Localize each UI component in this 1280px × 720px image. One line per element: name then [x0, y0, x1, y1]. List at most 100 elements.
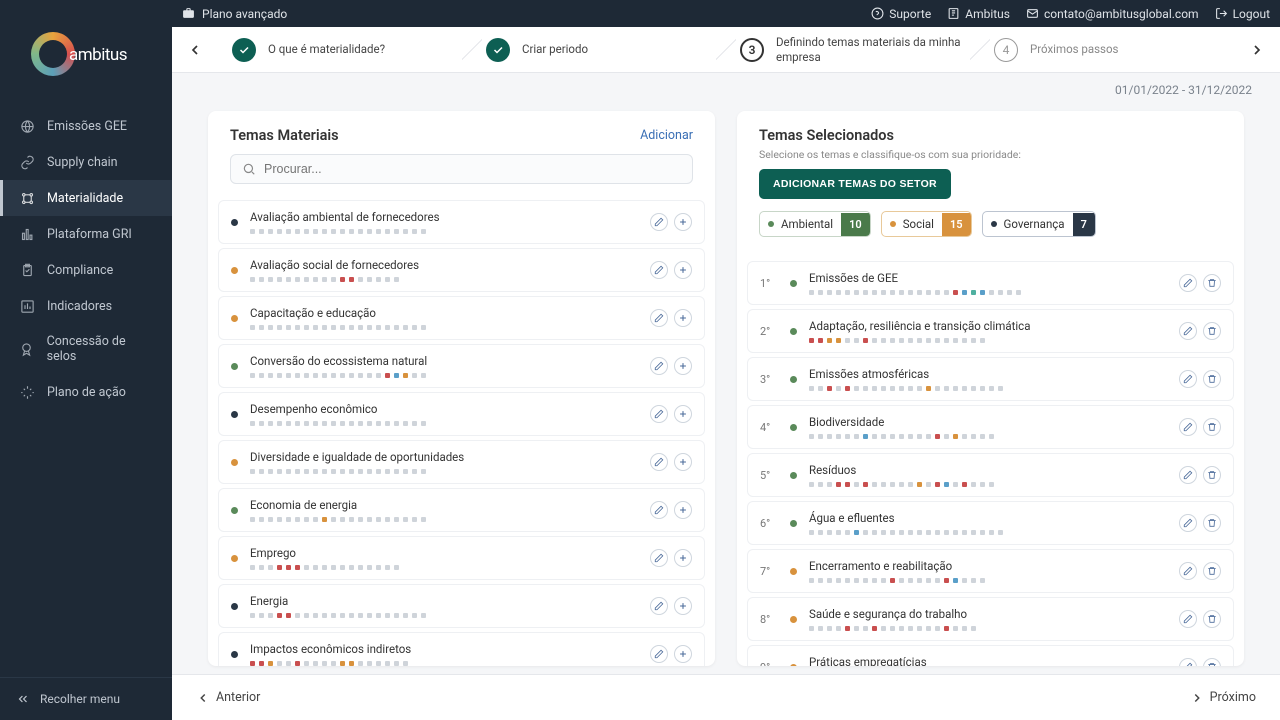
delete-icon[interactable]	[1203, 466, 1221, 484]
delete-icon[interactable]	[1203, 610, 1221, 628]
theme-item[interactable]: Avaliação social de fornecedores	[218, 248, 705, 292]
rank: 6°	[760, 517, 778, 530]
nav-item-plataforma-gri[interactable]: Plataforma GRI	[0, 216, 172, 252]
delete-icon[interactable]	[1203, 658, 1221, 666]
edit-icon[interactable]	[650, 261, 668, 279]
add-icon[interactable]	[674, 405, 692, 423]
nav-item-materialidade[interactable]: Materialidade	[0, 180, 172, 216]
edit-icon[interactable]	[1179, 370, 1197, 388]
email-link[interactable]: contato@ambitusglobal.com	[1026, 7, 1199, 21]
collapse-menu[interactable]: Recolher menu	[0, 677, 172, 720]
theme-item[interactable]: Avaliação ambiental de fornecedores	[218, 200, 705, 244]
theme-item[interactable]: 3°Emissões atmosféricas	[747, 357, 1234, 401]
edit-icon[interactable]	[650, 213, 668, 231]
theme-item[interactable]: Economia de energia	[218, 488, 705, 532]
edit-icon[interactable]	[1179, 562, 1197, 580]
step[interactable]: Criar periodo	[472, 35, 726, 64]
edit-icon[interactable]	[650, 405, 668, 423]
theme-item[interactable]: 8°Saúde e segurança do trabalho	[747, 597, 1234, 641]
nav-item-compliance[interactable]: Compliance	[0, 252, 172, 288]
edit-icon[interactable]	[1179, 322, 1197, 340]
brand-link[interactable]: Ambitus	[947, 7, 1010, 21]
edit-icon[interactable]	[1179, 514, 1197, 532]
delete-icon[interactable]	[1203, 418, 1221, 436]
add-sector-themes-button[interactable]: ADICIONAR TEMAS DO SETOR	[759, 169, 951, 199]
add-icon[interactable]	[674, 549, 692, 567]
theme-item[interactable]: 5°Resíduos	[747, 453, 1234, 497]
nav-item-indicadores[interactable]: Indicadores	[0, 288, 172, 324]
theme-item[interactable]: Impactos econômicos indiretos	[218, 632, 705, 666]
add-icon[interactable]	[674, 309, 692, 327]
badge-icon	[19, 341, 35, 357]
edit-icon[interactable]	[650, 453, 668, 471]
search-input-wrap[interactable]	[230, 154, 693, 184]
theme-item[interactable]: 9°Práticas empregatícias	[747, 645, 1234, 666]
add-icon[interactable]	[674, 597, 692, 615]
nav-label: Materialidade	[47, 191, 123, 206]
theme-item[interactable]: Conversão do ecossistema natural	[218, 344, 705, 388]
theme-item[interactable]: Energia	[218, 584, 705, 628]
add-icon[interactable]	[674, 261, 692, 279]
add-icon[interactable]	[674, 357, 692, 375]
delete-icon[interactable]	[1203, 322, 1221, 340]
theme-item[interactable]: Emprego	[218, 536, 705, 580]
add-icon[interactable]	[674, 645, 692, 663]
edit-icon[interactable]	[650, 309, 668, 327]
add-icon[interactable]	[674, 501, 692, 519]
support-link[interactable]: Suporte	[871, 7, 931, 21]
edit-icon[interactable]	[1179, 658, 1197, 666]
category-soc[interactable]: Social15	[881, 211, 972, 237]
search-input[interactable]	[264, 162, 681, 176]
edit-icon[interactable]	[650, 597, 668, 615]
type-dot-icon	[790, 664, 797, 667]
nav-item-emissões-gee[interactable]: Emissões GEE	[0, 108, 172, 144]
edit-icon[interactable]	[650, 549, 668, 567]
delete-icon[interactable]	[1203, 514, 1221, 532]
indicator-dots	[809, 626, 1167, 631]
step[interactable]: 4Próximos passos	[980, 35, 1234, 64]
category-gov[interactable]: Governança7	[982, 211, 1096, 237]
stepper: O que é materialidade?Criar periodo3Defi…	[172, 27, 1280, 73]
indicator-dots	[250, 565, 638, 570]
delete-icon[interactable]	[1203, 370, 1221, 388]
add-theme-link[interactable]: Adicionar	[640, 128, 693, 143]
footer-prev-button[interactable]: Anterior	[196, 690, 260, 705]
nav-item-concessão-de-selos[interactable]: Concessão de selos	[0, 324, 172, 374]
theme-item[interactable]: 4°Biodiversidade	[747, 405, 1234, 449]
theme-item[interactable]: Capacitação e educação	[218, 296, 705, 340]
edit-icon[interactable]	[1179, 466, 1197, 484]
delete-icon[interactable]	[1203, 274, 1221, 292]
theme-item[interactable]: 7°Encerramento e reabilitação	[747, 549, 1234, 593]
stepper-prev[interactable]	[172, 42, 218, 58]
type-dot-icon	[231, 219, 238, 226]
nav-item-plano-de-ação[interactable]: Plano de ação	[0, 374, 172, 410]
edit-icon[interactable]	[1179, 274, 1197, 292]
add-icon[interactable]	[674, 213, 692, 231]
nav-item-supply-chain[interactable]: Supply chain	[0, 144, 172, 180]
step[interactable]: 3Definindo temas materiais da minha empr…	[726, 35, 980, 64]
theme-title: Emissões atmosféricas	[809, 367, 1167, 381]
stepper-next[interactable]	[1234, 42, 1280, 58]
theme-item[interactable]: Diversidade e igualdade de oportunidades	[218, 440, 705, 484]
edit-icon[interactable]	[650, 501, 668, 519]
indicator-dots	[809, 530, 1167, 535]
add-icon[interactable]	[674, 453, 692, 471]
logout-link[interactable]: Logout	[1215, 7, 1270, 21]
edit-icon[interactable]	[1179, 610, 1197, 628]
theme-item[interactable]: 6°Água e efluentes	[747, 501, 1234, 545]
edit-icon[interactable]	[1179, 418, 1197, 436]
logo-text: ambitus	[69, 45, 127, 65]
sidebar: ambitus Emissões GEESupply chain Material…	[0, 0, 172, 720]
delete-icon[interactable]	[1203, 562, 1221, 580]
theme-title: Economia de energia	[250, 498, 638, 512]
category-env[interactable]: Ambiental10	[759, 211, 871, 237]
edit-icon[interactable]	[650, 357, 668, 375]
edit-icon[interactable]	[650, 645, 668, 663]
step[interactable]: O que é materialidade?	[218, 35, 472, 64]
theme-item[interactable]: 1°Emissões de GEE	[747, 261, 1234, 305]
theme-title: Encerramento e reabilitação	[809, 559, 1167, 573]
theme-item[interactable]: 2°Adaptação, resiliência e transição cli…	[747, 309, 1234, 353]
footer-next-button[interactable]: Próximo	[1190, 690, 1256, 705]
category-count: 10	[841, 213, 870, 236]
theme-item[interactable]: Desempenho econômico	[218, 392, 705, 436]
